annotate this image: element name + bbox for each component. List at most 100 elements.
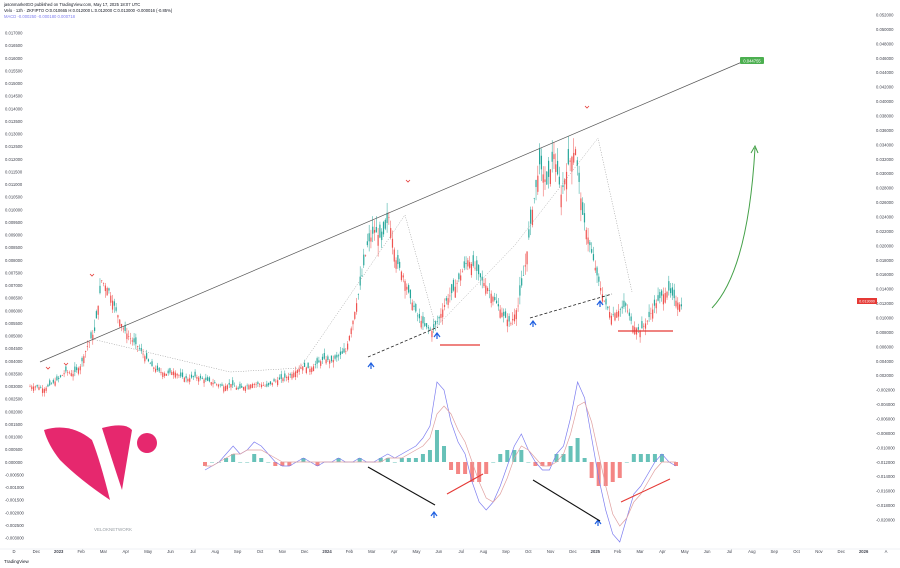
candle-body bbox=[40, 387, 42, 388]
candle-body bbox=[217, 384, 220, 387]
macd-histogram-bar bbox=[259, 458, 264, 462]
candle-body bbox=[189, 378, 191, 382]
candle-body bbox=[216, 383, 218, 385]
left-axis-tick: -0.002000 bbox=[5, 510, 25, 515]
candle-body bbox=[616, 312, 618, 318]
candle-body bbox=[628, 312, 630, 316]
candle-body bbox=[393, 249, 395, 262]
candle-body bbox=[469, 262, 471, 268]
candle-body bbox=[149, 363, 151, 365]
candle-body bbox=[194, 371, 196, 377]
macd-histogram-bar bbox=[392, 462, 397, 463]
candle-body bbox=[198, 377, 200, 382]
candle-body bbox=[183, 377, 185, 382]
candle-body bbox=[594, 267, 596, 271]
candle-body bbox=[400, 271, 403, 281]
candle-body bbox=[556, 160, 559, 175]
macd-histogram-bar bbox=[519, 450, 524, 462]
macd-panel bbox=[203, 380, 678, 543]
right-axis-tick: 0.038000 bbox=[876, 114, 894, 119]
left-axis-tick: 0.007000 bbox=[5, 283, 23, 288]
candle-body bbox=[277, 380, 279, 386]
candle-body bbox=[314, 364, 316, 366]
current-price-label: 0.013000 bbox=[859, 299, 875, 303]
candle-body bbox=[562, 185, 564, 188]
left-axis-tick: 0.006500 bbox=[5, 296, 23, 301]
candle-body bbox=[621, 306, 623, 309]
target-price-label: 0.044755 bbox=[743, 58, 761, 63]
candle-body bbox=[574, 149, 577, 156]
candle-body bbox=[223, 386, 225, 392]
candle-body bbox=[375, 226, 377, 233]
candle-body bbox=[250, 384, 252, 389]
candle-body bbox=[352, 320, 354, 325]
left-price-axis: 0.017000 0.016500 0.016000 0.015500 0.015000… bbox=[5, 31, 25, 541]
candle-body bbox=[126, 333, 128, 340]
left-axis-tick: 0.000500 bbox=[5, 447, 23, 452]
left-axis-tick: 0.015000 bbox=[5, 81, 23, 86]
candle-body bbox=[576, 160, 578, 166]
candle-body bbox=[458, 273, 460, 280]
candle-body bbox=[129, 338, 132, 340]
candle-body bbox=[587, 237, 589, 244]
support-dashed-line bbox=[367, 326, 439, 358]
candle-body bbox=[203, 379, 205, 384]
right-axis-tick: 0.004000 bbox=[876, 359, 894, 364]
candle-body bbox=[476, 260, 478, 271]
candle-body bbox=[445, 298, 447, 301]
candle-body bbox=[226, 385, 228, 390]
right-axis-tick: 0.024000 bbox=[876, 215, 894, 220]
left-axis-tick: 0.013500 bbox=[5, 119, 23, 124]
candle-body bbox=[172, 371, 175, 376]
candle-body bbox=[460, 275, 462, 281]
candle-body bbox=[596, 267, 598, 276]
candle-body bbox=[512, 318, 514, 321]
left-axis-tick: 0.002000 bbox=[5, 409, 23, 414]
candle-body bbox=[124, 324, 126, 331]
macd-histogram-bar bbox=[631, 454, 636, 462]
candle-body bbox=[325, 359, 327, 364]
candle-body bbox=[210, 382, 212, 385]
candle-body bbox=[666, 291, 668, 298]
left-axis-tick: 0.002500 bbox=[5, 397, 23, 402]
macd-histogram-bar bbox=[252, 454, 257, 462]
candle-body bbox=[77, 368, 80, 374]
left-axis-tick: 0.005000 bbox=[5, 334, 23, 339]
right-axis-tick: 0.042000 bbox=[876, 85, 894, 90]
left-axis-tick: 0.001000 bbox=[5, 435, 23, 440]
candle-body bbox=[418, 314, 420, 319]
candle-body bbox=[524, 265, 526, 267]
candle-body bbox=[300, 367, 302, 369]
time-axis-tick: Dec bbox=[838, 549, 845, 554]
candle-body bbox=[390, 228, 392, 238]
candle-body bbox=[131, 340, 133, 342]
candle-body bbox=[287, 376, 289, 380]
candle-body bbox=[440, 313, 442, 318]
right-axis-tick: 0.006000 bbox=[876, 344, 894, 349]
candle-body bbox=[601, 294, 604, 302]
candle-body bbox=[442, 309, 444, 318]
macd-histogram-bar bbox=[210, 462, 215, 463]
time-axis-tick: Jul bbox=[458, 549, 463, 554]
candle-body bbox=[592, 254, 595, 261]
candle-body bbox=[479, 273, 482, 278]
right-axis-tick: -0.008000 bbox=[876, 431, 896, 436]
candle-body bbox=[650, 313, 652, 314]
right-axis-tick: 0.040000 bbox=[876, 99, 894, 104]
candle-body bbox=[424, 323, 426, 326]
macd-histogram-bar bbox=[561, 454, 566, 462]
candle-body bbox=[619, 309, 621, 310]
candle-body bbox=[664, 293, 666, 303]
candle-body bbox=[565, 171, 568, 190]
macd-histogram-bar bbox=[273, 462, 278, 466]
candle-body bbox=[605, 298, 607, 305]
macd-histogram-bar bbox=[470, 462, 475, 482]
candle-body bbox=[56, 376, 58, 381]
candle-body bbox=[298, 368, 300, 372]
right-axis-tick: 0.044000 bbox=[876, 70, 894, 75]
left-axis-tick: -0.003000 bbox=[5, 536, 25, 541]
macd-histogram-bar bbox=[533, 462, 538, 466]
time-axis: D Dec 2023 Feb Mar Apr May Jun Jul Aug Sep Oct Nov De… bbox=[0, 548, 900, 554]
candle-body bbox=[673, 289, 675, 299]
